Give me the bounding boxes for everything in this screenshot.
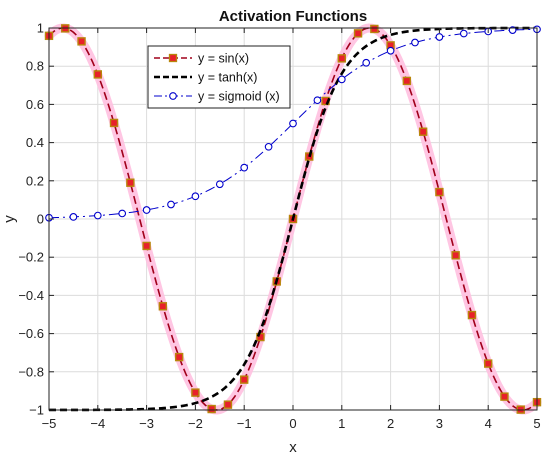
sigmoid-marker xyxy=(459,29,468,38)
y-tick-label: −0.8 xyxy=(18,364,44,379)
y-tick-label: 0.4 xyxy=(26,135,44,150)
sin-marker xyxy=(370,24,379,34)
x-tick-label: 3 xyxy=(436,416,443,431)
x-tick-label: 4 xyxy=(485,416,492,431)
sin-marker xyxy=(402,76,412,86)
sigmoid-marker xyxy=(386,46,395,55)
legend-label: y = sigmoid (x) xyxy=(198,90,280,104)
sigmoid-marker xyxy=(289,119,297,128)
x-tick-label: 0 xyxy=(289,416,296,431)
y-tick-label: −0.2 xyxy=(18,250,44,265)
legend-marker-sigmoid xyxy=(169,92,177,100)
sigmoid-marker xyxy=(142,206,151,214)
y-tick-label: 0 xyxy=(37,212,44,227)
sin-marker xyxy=(418,127,428,136)
sin-marker xyxy=(93,70,103,79)
x-tick-label: −3 xyxy=(139,416,154,431)
sigmoid-marker xyxy=(411,38,419,47)
sigmoid-marker xyxy=(69,213,78,221)
sin-marker xyxy=(158,302,168,311)
y-tick-label: 1 xyxy=(37,21,44,36)
x-tick-label: −1 xyxy=(237,416,252,431)
x-tick-labels: −5 −4 −3 −2 −1 0 1 2 3 4 5 xyxy=(42,28,541,431)
sigmoid-marker xyxy=(93,211,102,220)
sin-marker xyxy=(77,37,86,46)
sin-marker xyxy=(126,178,135,187)
sin-marker xyxy=(142,241,151,251)
legend-label: y = tanh(x) xyxy=(198,71,257,85)
sin-marker xyxy=(109,118,119,128)
sin-marker xyxy=(239,375,249,384)
sin-marker xyxy=(191,388,200,397)
y-tick-label: 0.6 xyxy=(26,97,44,112)
y-tick-label: −1 xyxy=(29,403,44,418)
sigmoid-marker xyxy=(435,33,444,41)
series-layer xyxy=(44,23,542,415)
sigmoid-marker xyxy=(215,180,224,189)
x-tick-label: −2 xyxy=(188,416,203,431)
sin-marker xyxy=(484,359,493,368)
chart-title: Activation Functions xyxy=(219,8,367,25)
sigmoid-line xyxy=(48,28,538,219)
sin-marker xyxy=(451,251,460,260)
sin-marker xyxy=(500,392,509,401)
sigmoid-marker xyxy=(191,192,200,201)
legend-marker-sin xyxy=(168,53,178,63)
y-tick-label: 0.8 xyxy=(26,59,44,74)
sigmoid-marker xyxy=(240,163,249,172)
sigmoid-marker xyxy=(337,75,346,84)
sigmoid-marker xyxy=(167,200,175,209)
sigmoid-marker xyxy=(118,209,127,218)
y-tick-label: −0.4 xyxy=(18,288,44,303)
x-axis-label: x xyxy=(289,439,297,456)
x-tick-label: 2 xyxy=(387,416,394,431)
x-tick-label: −4 xyxy=(90,416,105,431)
sin-marker xyxy=(223,400,233,409)
sigmoid-marker xyxy=(264,142,273,151)
x-tick-label: 1 xyxy=(338,416,345,431)
y-tick-label: 0.2 xyxy=(26,173,44,188)
sin-marker xyxy=(207,404,216,414)
x-tick-label: 5 xyxy=(533,416,540,431)
sin-marker xyxy=(174,352,184,362)
sigmoid-marker xyxy=(313,96,322,105)
sigmoid-marker xyxy=(362,58,371,67)
y-tick-label: −0.6 xyxy=(18,326,44,341)
sin-marker xyxy=(467,310,477,320)
sin-marker xyxy=(435,187,444,197)
legend-label: y = sin(x) xyxy=(198,52,249,66)
y-axis-label: y xyxy=(1,215,18,223)
series-2 xyxy=(45,25,541,222)
y-tick-labels: −1 −0.8 −0.6 −0.4 −0.2 0 0.2 0.4 0.6 0.8 1 xyxy=(18,21,537,418)
sin-marker xyxy=(353,29,363,38)
x-tick-label: −5 xyxy=(42,416,57,431)
sin-marker xyxy=(337,54,346,63)
legend: y = sin(x) y = tanh(x) y = sigmoid (x) xyxy=(147,45,291,109)
